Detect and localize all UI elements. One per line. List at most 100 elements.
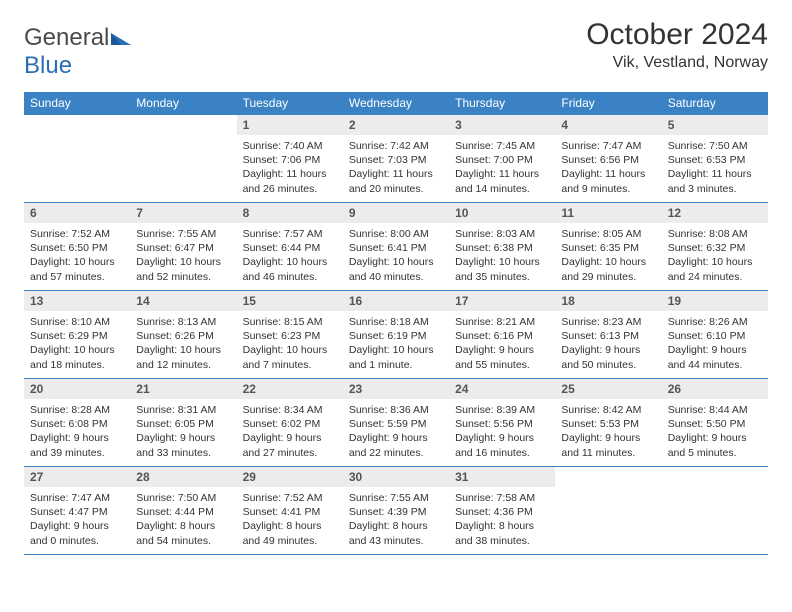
day-number: 10	[449, 203, 555, 223]
header: General Blue October 2024 Vik, Vestland,…	[24, 18, 768, 80]
day-cell: 3Sunrise: 7:45 AMSunset: 7:00 PMDaylight…	[449, 115, 555, 203]
day-header: Saturday	[662, 92, 768, 115]
calendar-row: 1Sunrise: 7:40 AMSunset: 7:06 PMDaylight…	[24, 115, 768, 203]
day-cell: 6Sunrise: 7:52 AMSunset: 6:50 PMDaylight…	[24, 203, 130, 291]
day-number: 13	[24, 291, 130, 311]
day-number: 27	[24, 467, 130, 487]
day-cell: 21Sunrise: 8:31 AMSunset: 6:05 PMDayligh…	[130, 379, 236, 467]
day-details: Sunrise: 7:52 AMSunset: 6:50 PMDaylight:…	[24, 223, 130, 288]
day-header: Friday	[555, 92, 661, 115]
day-number: 23	[343, 379, 449, 399]
calendar-row: 13Sunrise: 8:10 AMSunset: 6:29 PMDayligh…	[24, 291, 768, 379]
logo: General Blue	[24, 18, 131, 80]
day-number: 9	[343, 203, 449, 223]
day-header: Monday	[130, 92, 236, 115]
day-details: Sunrise: 8:23 AMSunset: 6:13 PMDaylight:…	[555, 311, 661, 376]
day-number: 19	[662, 291, 768, 311]
calendar-table: SundayMondayTuesdayWednesdayThursdayFrid…	[24, 92, 768, 555]
day-number: 8	[237, 203, 343, 223]
logo-text-1: General	[24, 24, 109, 51]
day-details: Sunrise: 7:55 AMSunset: 4:39 PMDaylight:…	[343, 487, 449, 552]
day-header: Thursday	[449, 92, 555, 115]
day-details: Sunrise: 8:03 AMSunset: 6:38 PMDaylight:…	[449, 223, 555, 288]
day-details: Sunrise: 8:08 AMSunset: 6:32 PMDaylight:…	[662, 223, 768, 288]
day-details: Sunrise: 8:21 AMSunset: 6:16 PMDaylight:…	[449, 311, 555, 376]
day-number: 11	[555, 203, 661, 223]
day-cell: 18Sunrise: 8:23 AMSunset: 6:13 PMDayligh…	[555, 291, 661, 379]
day-cell: 11Sunrise: 8:05 AMSunset: 6:35 PMDayligh…	[555, 203, 661, 291]
day-details: Sunrise: 7:50 AMSunset: 4:44 PMDaylight:…	[130, 487, 236, 552]
day-number: 15	[237, 291, 343, 311]
day-number: 29	[237, 467, 343, 487]
calendar-row: 27Sunrise: 7:47 AMSunset: 4:47 PMDayligh…	[24, 467, 768, 555]
day-cell: 2Sunrise: 7:42 AMSunset: 7:03 PMDaylight…	[343, 115, 449, 203]
day-cell: 15Sunrise: 8:15 AMSunset: 6:23 PMDayligh…	[237, 291, 343, 379]
day-cell: 9Sunrise: 8:00 AMSunset: 6:41 PMDaylight…	[343, 203, 449, 291]
day-cell: 16Sunrise: 8:18 AMSunset: 6:19 PMDayligh…	[343, 291, 449, 379]
day-details: Sunrise: 8:36 AMSunset: 5:59 PMDaylight:…	[343, 399, 449, 464]
day-number: 16	[343, 291, 449, 311]
day-details: Sunrise: 8:39 AMSunset: 5:56 PMDaylight:…	[449, 399, 555, 464]
day-details: Sunrise: 7:47 AMSunset: 6:56 PMDaylight:…	[555, 135, 661, 200]
empty-cell	[24, 115, 130, 203]
day-details: Sunrise: 8:13 AMSunset: 6:26 PMDaylight:…	[130, 311, 236, 376]
day-number: 14	[130, 291, 236, 311]
day-header: Sunday	[24, 92, 130, 115]
day-details: Sunrise: 8:42 AMSunset: 5:53 PMDaylight:…	[555, 399, 661, 464]
day-number: 7	[130, 203, 236, 223]
title-block: October 2024 Vik, Vestland, Norway	[586, 18, 768, 72]
day-number: 25	[555, 379, 661, 399]
day-number: 28	[130, 467, 236, 487]
location-text: Vik, Vestland, Norway	[586, 54, 768, 72]
day-cell: 1Sunrise: 7:40 AMSunset: 7:06 PMDaylight…	[237, 115, 343, 203]
day-number: 1	[237, 115, 343, 135]
day-cell: 17Sunrise: 8:21 AMSunset: 6:16 PMDayligh…	[449, 291, 555, 379]
day-header: Wednesday	[343, 92, 449, 115]
day-details: Sunrise: 8:10 AMSunset: 6:29 PMDaylight:…	[24, 311, 130, 376]
day-details: Sunrise: 8:28 AMSunset: 6:08 PMDaylight:…	[24, 399, 130, 464]
day-cell: 27Sunrise: 7:47 AMSunset: 4:47 PMDayligh…	[24, 467, 130, 555]
day-number: 20	[24, 379, 130, 399]
day-header: Tuesday	[237, 92, 343, 115]
day-number: 6	[24, 203, 130, 223]
day-details: Sunrise: 7:58 AMSunset: 4:36 PMDaylight:…	[449, 487, 555, 552]
day-details: Sunrise: 8:44 AMSunset: 5:50 PMDaylight:…	[662, 399, 768, 464]
day-cell: 19Sunrise: 8:26 AMSunset: 6:10 PMDayligh…	[662, 291, 768, 379]
day-number: 31	[449, 467, 555, 487]
day-cell: 25Sunrise: 8:42 AMSunset: 5:53 PMDayligh…	[555, 379, 661, 467]
day-details: Sunrise: 7:57 AMSunset: 6:44 PMDaylight:…	[237, 223, 343, 288]
calendar-row: 6Sunrise: 7:52 AMSunset: 6:50 PMDaylight…	[24, 203, 768, 291]
page-title: October 2024	[586, 18, 768, 52]
day-number: 3	[449, 115, 555, 135]
day-details: Sunrise: 7:55 AMSunset: 6:47 PMDaylight:…	[130, 223, 236, 288]
day-cell: 4Sunrise: 7:47 AMSunset: 6:56 PMDaylight…	[555, 115, 661, 203]
day-cell: 14Sunrise: 8:13 AMSunset: 6:26 PMDayligh…	[130, 291, 236, 379]
day-number: 2	[343, 115, 449, 135]
day-cell: 10Sunrise: 8:03 AMSunset: 6:38 PMDayligh…	[449, 203, 555, 291]
day-cell: 31Sunrise: 7:58 AMSunset: 4:36 PMDayligh…	[449, 467, 555, 555]
day-cell: 13Sunrise: 8:10 AMSunset: 6:29 PMDayligh…	[24, 291, 130, 379]
day-header-row: SundayMondayTuesdayWednesdayThursdayFrid…	[24, 92, 768, 115]
day-number: 26	[662, 379, 768, 399]
day-details: Sunrise: 7:52 AMSunset: 4:41 PMDaylight:…	[237, 487, 343, 552]
day-cell: 24Sunrise: 8:39 AMSunset: 5:56 PMDayligh…	[449, 379, 555, 467]
day-cell: 12Sunrise: 8:08 AMSunset: 6:32 PMDayligh…	[662, 203, 768, 291]
day-number: 22	[237, 379, 343, 399]
day-number: 18	[555, 291, 661, 311]
day-details: Sunrise: 8:26 AMSunset: 6:10 PMDaylight:…	[662, 311, 768, 376]
day-details: Sunrise: 8:05 AMSunset: 6:35 PMDaylight:…	[555, 223, 661, 288]
day-details: Sunrise: 7:42 AMSunset: 7:03 PMDaylight:…	[343, 135, 449, 200]
day-cell: 26Sunrise: 8:44 AMSunset: 5:50 PMDayligh…	[662, 379, 768, 467]
day-cell: 20Sunrise: 8:28 AMSunset: 6:08 PMDayligh…	[24, 379, 130, 467]
day-cell: 5Sunrise: 7:50 AMSunset: 6:53 PMDaylight…	[662, 115, 768, 203]
day-details: Sunrise: 7:47 AMSunset: 4:47 PMDaylight:…	[24, 487, 130, 552]
day-number: 12	[662, 203, 768, 223]
day-details: Sunrise: 8:00 AMSunset: 6:41 PMDaylight:…	[343, 223, 449, 288]
day-details: Sunrise: 8:34 AMSunset: 6:02 PMDaylight:…	[237, 399, 343, 464]
day-number: 24	[449, 379, 555, 399]
empty-cell	[555, 467, 661, 555]
day-cell: 28Sunrise: 7:50 AMSunset: 4:44 PMDayligh…	[130, 467, 236, 555]
calendar-body: 1Sunrise: 7:40 AMSunset: 7:06 PMDaylight…	[24, 115, 768, 555]
day-cell: 23Sunrise: 8:36 AMSunset: 5:59 PMDayligh…	[343, 379, 449, 467]
day-details: Sunrise: 7:45 AMSunset: 7:00 PMDaylight:…	[449, 135, 555, 200]
